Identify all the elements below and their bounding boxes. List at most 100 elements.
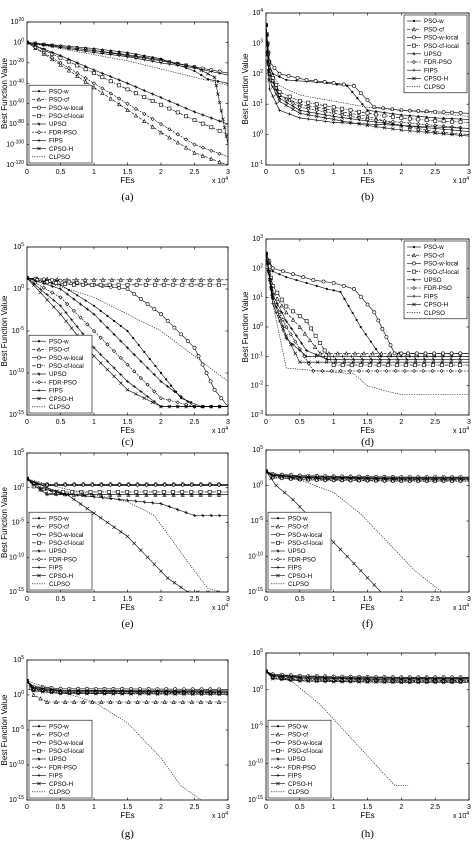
series-marker (175, 110, 180, 115)
series-marker (270, 475, 275, 480)
series-marker (109, 277, 114, 282)
series-marker (306, 477, 311, 483)
series-marker (288, 342, 293, 347)
series-marker (63, 493, 67, 497)
series-marker (38, 287, 42, 291)
legend-marker (412, 68, 416, 72)
series-marker (458, 120, 463, 124)
y-tick-label: 100 (13, 284, 24, 293)
series-marker (331, 117, 336, 122)
series-marker (278, 273, 281, 276)
series-marker (424, 118, 429, 123)
series-marker (154, 364, 157, 368)
series-marker (58, 54, 63, 58)
series-marker (298, 360, 302, 365)
series-marker (171, 490, 175, 494)
series-marker (441, 479, 446, 484)
x-axis-label: FEs (360, 603, 374, 612)
series-marker (126, 51, 129, 54)
series-line-8 (266, 253, 469, 395)
x-tick-label: 0 (264, 804, 268, 811)
series-marker (416, 476, 420, 480)
series-marker (369, 340, 372, 343)
legend-entry: PSO-w-local (49, 355, 83, 362)
series-marker (100, 49, 105, 54)
series-marker (373, 118, 378, 123)
series-marker (75, 46, 80, 51)
series-marker (71, 308, 76, 313)
series-marker (297, 314, 302, 319)
series-marker (112, 332, 116, 336)
series-marker (125, 107, 130, 112)
chart-panel-5: 0 0.5 1 1.5 2 2.5 3 105 100 10-5 10-10 10-15 FEs x 10… (248, 445, 471, 630)
series-marker (112, 525, 116, 529)
series-marker (271, 72, 274, 75)
legend-marker (37, 565, 41, 569)
y-tick-label: 105 (252, 648, 263, 657)
series-marker (209, 156, 214, 161)
y-tick-label: 102 (252, 69, 263, 78)
series-marker (32, 483, 36, 487)
series-marker (289, 326, 293, 331)
series-marker (269, 476, 273, 481)
legend-entry: UPSO (49, 121, 67, 128)
series-marker (65, 302, 70, 307)
legend-marker (36, 130, 42, 135)
series-marker (277, 310, 282, 315)
series-marker (208, 692, 213, 697)
series-marker (176, 63, 180, 68)
series-marker (358, 91, 363, 95)
series-marker (155, 688, 160, 693)
series-marker (372, 310, 377, 315)
series-marker (224, 134, 228, 138)
series-marker (27, 476, 29, 481)
y-tick-label: 10-5 (12, 725, 24, 734)
series-marker (146, 366, 150, 370)
series-marker (125, 81, 130, 85)
x-axis-label: FEs (360, 811, 374, 820)
series-marker (383, 111, 386, 114)
series-marker (158, 122, 164, 127)
series-marker (200, 153, 205, 158)
series-marker (450, 476, 454, 480)
series-marker (192, 118, 197, 122)
series-marker (165, 576, 170, 580)
series-marker (382, 680, 387, 685)
x-tick-label: 0.5 (295, 804, 305, 811)
series-marker (92, 71, 96, 75)
series-marker (341, 354, 345, 358)
series-marker (408, 124, 412, 128)
series-marker (45, 493, 49, 497)
series-marker (76, 691, 80, 696)
panel-caption: (b) (361, 191, 374, 203)
series-marker (340, 121, 344, 125)
series-marker (75, 73, 80, 79)
series-marker (135, 699, 140, 704)
series-marker (304, 77, 309, 82)
series-marker (388, 351, 393, 356)
series-marker (184, 65, 188, 69)
series-marker (387, 357, 391, 361)
series-marker (58, 44, 63, 49)
series-marker (134, 392, 138, 396)
series-marker (198, 490, 203, 494)
series-line-6 (27, 680, 228, 692)
series-marker (413, 354, 417, 358)
series-marker (116, 282, 121, 287)
series-marker (162, 699, 167, 704)
y-tick-label: 100 (13, 483, 24, 492)
series-group (27, 678, 228, 800)
legend-marker (37, 725, 41, 728)
series-marker (332, 354, 336, 358)
legend-marker (37, 372, 41, 376)
legend-entry: CLPSO (424, 310, 445, 317)
series-marker (399, 351, 404, 356)
series-marker (442, 476, 446, 480)
series-marker (27, 679, 29, 683)
series-marker (131, 336, 135, 340)
series-marker (340, 112, 345, 117)
series-marker (425, 676, 429, 680)
y-tick-label: 105 (252, 445, 263, 454)
series-marker (133, 106, 138, 111)
series-marker (50, 290, 55, 295)
